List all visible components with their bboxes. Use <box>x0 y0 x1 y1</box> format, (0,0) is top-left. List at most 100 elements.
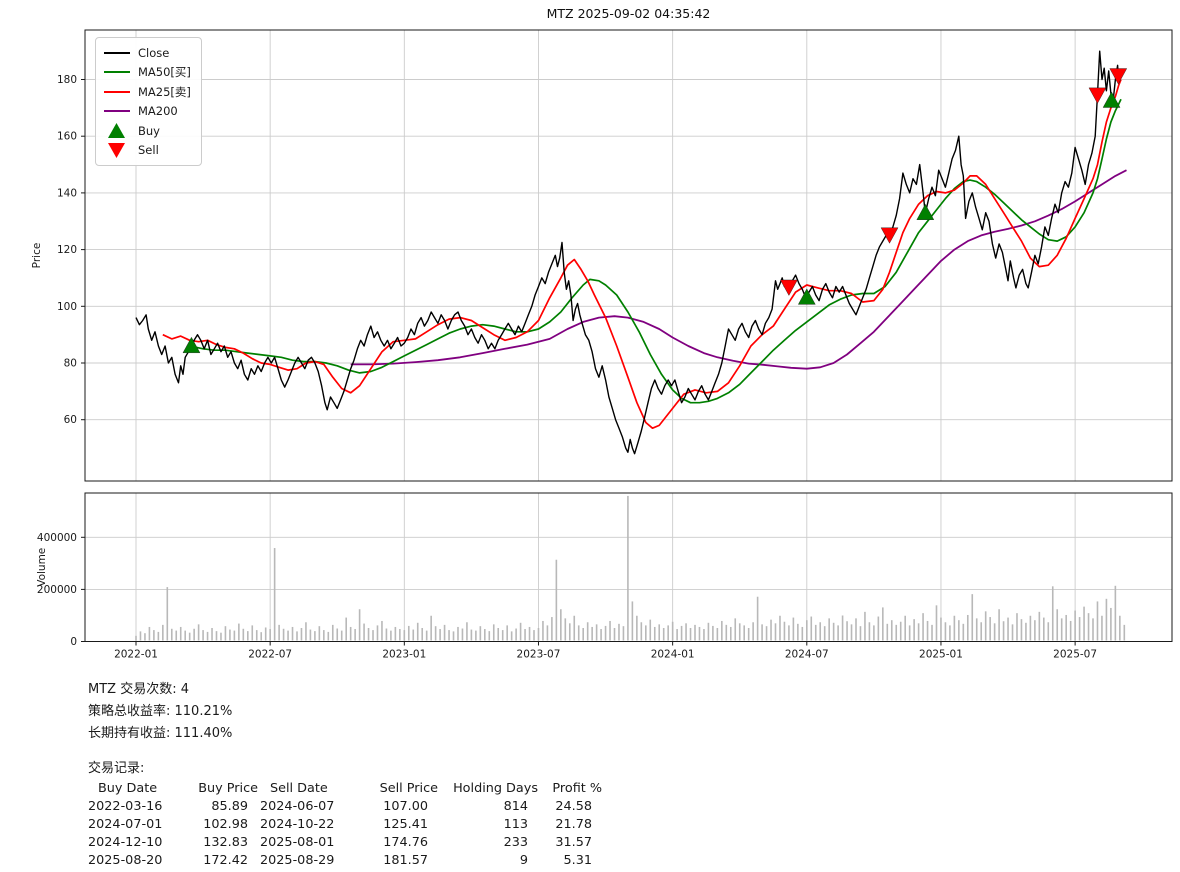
volume-bar <box>595 624 598 641</box>
volume-bar <box>890 620 893 641</box>
volume-bar <box>680 625 683 641</box>
volume-bar <box>1096 601 1099 641</box>
summary-block: MTZ 交易次数: 4 策略总收益率: 110.21% 长期持有收益: 111.… <box>88 679 602 870</box>
legend: Close MA50[买] MA25[卖] MA200 Buy Sell <box>95 37 202 166</box>
volume-bar <box>770 619 772 641</box>
volume-bar <box>439 629 441 641</box>
ma25-line-icon <box>103 90 130 93</box>
volume-bar <box>721 620 723 641</box>
volume-bar <box>197 624 200 641</box>
volume-bar <box>381 620 383 641</box>
volume-bar <box>497 627 500 641</box>
volume-bar <box>542 620 544 641</box>
volume-bar <box>470 629 473 641</box>
volume-bar <box>251 625 254 641</box>
volume-bar <box>823 626 826 641</box>
volume-bar <box>331 624 334 641</box>
volume-bar <box>153 630 155 641</box>
ma200-line <box>350 169 1127 370</box>
volume-bar <box>314 631 316 641</box>
volume-bar <box>519 622 522 641</box>
volume-bar <box>797 623 799 641</box>
volume-bar <box>1056 609 1059 641</box>
volume-bar <box>806 620 808 641</box>
volume-bar <box>533 630 535 641</box>
volume-bar <box>434 626 437 641</box>
summary-trade-count: MTZ 交易次数: 4 <box>88 682 189 697</box>
volume-bar <box>568 623 571 641</box>
volume-bar <box>788 625 790 641</box>
volume-bar <box>305 622 307 641</box>
volume-bar <box>555 559 558 641</box>
volume-bar <box>484 629 486 641</box>
trade-cell: 2025-08-29 <box>260 853 335 868</box>
volume-bar <box>846 621 848 641</box>
volume-bar <box>255 630 258 641</box>
price-ytick-label: 120 <box>57 244 77 256</box>
volume-bar <box>452 631 455 641</box>
volume-bar <box>354 629 356 641</box>
volume-bar <box>734 618 737 641</box>
volume-bar <box>323 630 325 641</box>
trade-cell: 21.78 <box>555 817 592 832</box>
legend-label: Sell <box>138 143 159 158</box>
legend-item-buy: Buy <box>103 121 191 141</box>
volume-bar <box>658 624 661 641</box>
volume-bar <box>1105 598 1108 641</box>
volume-ytick-label: 0 <box>70 636 77 648</box>
price-ytick-label: 80 <box>64 358 77 370</box>
volume-bar <box>613 627 616 641</box>
volume-bar <box>573 615 576 641</box>
volume-bar <box>492 624 495 641</box>
volume-bar <box>877 616 880 641</box>
volume-bar <box>685 623 687 641</box>
volume-bar <box>269 629 271 641</box>
volume-bar <box>188 632 191 641</box>
volume-bar <box>421 627 424 641</box>
volume-bar <box>358 609 361 641</box>
volume-bar <box>917 623 920 641</box>
legend-label: Close <box>138 45 170 60</box>
volume-bar <box>515 628 517 641</box>
trade-cell: 113 <box>503 817 528 832</box>
col-holding-days: Holding Days <box>453 781 538 796</box>
volume-bar <box>193 628 195 641</box>
volume-bar <box>170 628 173 641</box>
volume-bar <box>577 625 580 641</box>
price-ytick-label: 140 <box>57 187 77 199</box>
volume-bar <box>993 623 996 641</box>
legend-item-ma200: MA200 <box>103 102 191 122</box>
buy-marker <box>797 288 816 305</box>
date-xtick-label: 2024-07 <box>785 649 829 661</box>
volume-bar <box>1078 617 1081 641</box>
volume-bar <box>738 623 741 641</box>
trade-cell: 102.98 <box>203 817 248 832</box>
volume-bar <box>403 630 406 641</box>
trade-cell: 2024-07-01 <box>88 817 163 832</box>
volume-bar <box>349 626 352 641</box>
trade-cell: 2024-12-10 <box>88 835 163 850</box>
trade-table-body: 2022-03-16 85.89 2024-06-07 107.00 814 24.58 2… <box>88 798 602 870</box>
trade-cell: 174.76 <box>383 835 428 850</box>
volume-bar <box>184 630 186 641</box>
volume-bar <box>206 631 209 641</box>
volume-bar <box>703 629 705 641</box>
legend-item-sell: Sell <box>103 141 191 161</box>
close-line-icon <box>103 51 130 54</box>
volume-bar <box>296 631 298 641</box>
volume-bar <box>645 625 647 641</box>
volume-ytick-label: 400000 <box>37 532 77 544</box>
sell-marker <box>1109 68 1128 85</box>
volume-bar <box>336 628 339 641</box>
volume-bar <box>367 627 370 641</box>
volume-bar <box>448 630 450 641</box>
volume-bar <box>725 624 728 641</box>
col-sell-date: Sell Date <box>270 781 328 796</box>
volume-bar <box>716 627 719 641</box>
trade-row: 2024-12-10 132.83 2025-08-01 174.76 233 31.57 <box>88 834 602 852</box>
volume-bar <box>1002 621 1005 641</box>
volume-bar <box>528 626 531 641</box>
volume-bar <box>810 616 813 641</box>
volume-bar <box>828 618 830 641</box>
